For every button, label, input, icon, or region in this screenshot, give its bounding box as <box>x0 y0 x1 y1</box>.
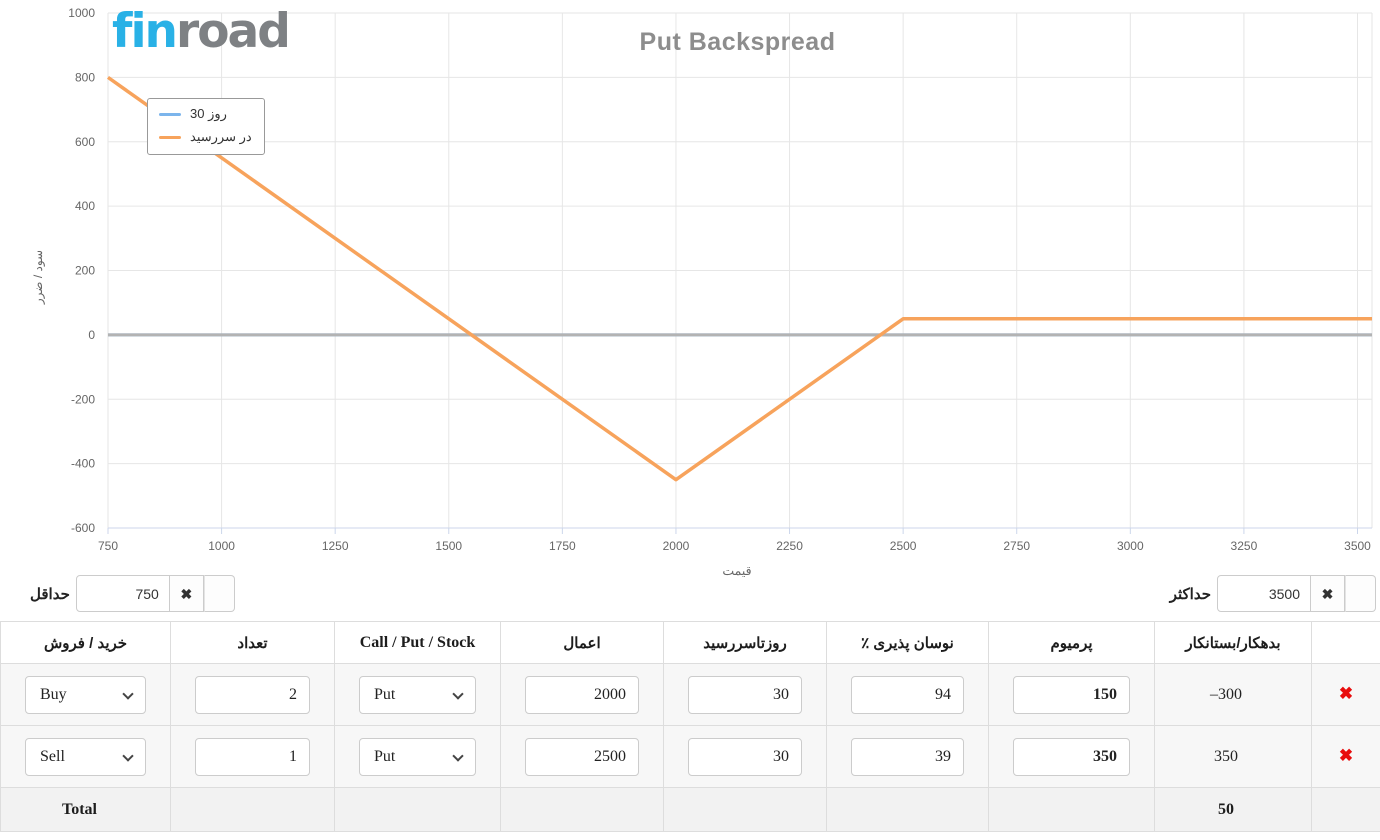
svg-text:600: 600 <box>75 135 95 149</box>
min-price-control: حداقل ✖ <box>30 575 235 612</box>
clear-x-icon: ✖ <box>180 585 193 602</box>
finroad-logo: finroad <box>112 8 291 55</box>
table-header-row: خرید / فروش تعداد Call / Put / Stock اعم… <box>0 621 1380 664</box>
payoff-chart[interactable]: 750 1000 1250 1500 1750 2000 2250 2500 2750 3000 3… <box>0 0 1380 585</box>
net-debit-credit: 350 <box>1154 725 1312 788</box>
side-select-value: Buy <box>40 685 67 703</box>
max-clear-button[interactable]: ✖ <box>1311 575 1345 612</box>
total-label: Total <box>0 787 171 832</box>
svg-text:800: 800 <box>75 70 95 84</box>
line-swatch-icon <box>159 135 181 139</box>
legend-label: در سررسید <box>190 129 252 144</box>
svg-text:-400: -400 <box>71 457 95 471</box>
max-price-input[interactable] <box>1217 575 1311 612</box>
side-select[interactable]: Sell <box>25 737 146 776</box>
svg-text:0: 0 <box>88 328 95 342</box>
days-input[interactable] <box>688 675 802 714</box>
legend-item-30-days[interactable]: 30 روز <box>159 106 252 122</box>
side-select-value: Sell <box>40 747 65 765</box>
header-premium: پرمیوم <box>988 621 1155 664</box>
svg-text:1500: 1500 <box>435 539 462 553</box>
clear-x-icon: ✖ <box>1321 585 1334 602</box>
header-buy-sell: خرید / فروش <box>0 621 171 664</box>
strike-input[interactable] <box>525 675 639 714</box>
header-quantity: تعداد <box>170 621 335 664</box>
option-type-select[interactable]: Put <box>359 737 476 776</box>
days-input[interactable] <box>688 737 802 776</box>
premium-input[interactable] <box>1013 737 1130 776</box>
table-row: Buy Put –300 ✖ <box>0 663 1380 726</box>
svg-text:2000: 2000 <box>663 539 690 553</box>
y-axis-title: سود / ضرر <box>31 249 45 305</box>
line-swatch-icon <box>159 112 181 116</box>
chart-title: Put Backspread <box>639 28 836 56</box>
header-strike: اعمال <box>500 621 664 664</box>
min-clear-button[interactable]: ✖ <box>169 575 204 612</box>
svg-text:3000: 3000 <box>1117 539 1144 553</box>
svg-text:2750: 2750 <box>1003 539 1030 553</box>
volatility-input[interactable] <box>851 737 964 776</box>
header-volatility: نوسان پذیری ٪ <box>826 621 989 664</box>
logo-road: road <box>176 4 291 59</box>
svg-text:1250: 1250 <box>322 539 349 553</box>
option-type-value: Put <box>374 685 396 703</box>
quantity-input[interactable] <box>195 675 310 714</box>
delete-row-button[interactable]: ✖ <box>1339 685 1353 702</box>
chevron-down-icon <box>122 687 134 700</box>
x-axis-title: قیمت <box>722 564 752 578</box>
table-total-row: Total 50 <box>0 787 1380 832</box>
payoff-chart-canvas[interactable]: 750 1000 1250 1500 1750 2000 2250 2500 2750 3000 3… <box>0 0 1380 585</box>
net-debit-credit: –300 <box>1154 663 1312 726</box>
svg-text:200: 200 <box>75 264 95 278</box>
logo-fin: fin <box>112 4 178 59</box>
svg-text:400: 400 <box>75 199 95 213</box>
svg-text:3250: 3250 <box>1231 539 1258 553</box>
svg-text:2250: 2250 <box>776 539 803 553</box>
max-price-control: حداکثر ✖ <box>1170 575 1376 612</box>
min-label: حداقل <box>30 585 70 603</box>
quantity-input[interactable] <box>195 737 310 776</box>
premium-input[interactable] <box>1013 675 1130 714</box>
delete-x-icon: ✖ <box>1338 746 1354 765</box>
side-select[interactable]: Buy <box>25 675 146 714</box>
max-spin-button[interactable] <box>1345 575 1376 612</box>
positions-table: خرید / فروش تعداد Call / Put / Stock اعم… <box>0 621 1380 832</box>
svg-text:2500: 2500 <box>890 539 917 553</box>
header-call-put-stock: Call / Put / Stock <box>334 621 501 664</box>
header-debit-credit: بدهکار/بستانکار <box>1154 621 1312 664</box>
min-spin-button[interactable] <box>203 575 235 612</box>
delete-x-icon: ✖ <box>1338 684 1354 703</box>
svg-text:1000: 1000 <box>208 539 235 553</box>
header-days: روزتاسررسید <box>663 621 827 664</box>
svg-text:-200: -200 <box>71 392 95 406</box>
delete-row-button[interactable]: ✖ <box>1339 747 1353 764</box>
legend-label: 30 روز <box>190 106 227 121</box>
chevron-down-icon <box>122 749 134 762</box>
option-type-select[interactable]: Put <box>359 675 476 714</box>
max-label: حداکثر <box>1169 585 1211 603</box>
svg-text:1000: 1000 <box>68 6 95 20</box>
chevron-down-icon <box>452 749 464 762</box>
option-type-value: Put <box>374 747 396 765</box>
table-row: Sell Put 350 ✖ <box>0 725 1380 788</box>
svg-text:3500: 3500 <box>1344 539 1371 553</box>
legend-item-at-expiry[interactable]: در سررسید <box>159 129 252 145</box>
svg-text:-600: -600 <box>71 521 95 535</box>
svg-text:750: 750 <box>98 539 118 553</box>
header-actions <box>1311 621 1380 664</box>
strike-input[interactable] <box>525 737 639 776</box>
volatility-input[interactable] <box>851 675 964 714</box>
svg-text:1750: 1750 <box>549 539 576 553</box>
chart-legend: 30 روز در سررسید <box>147 98 265 155</box>
total-value: 50 <box>1154 787 1312 832</box>
min-price-input[interactable] <box>75 575 170 612</box>
chevron-down-icon <box>452 687 464 700</box>
